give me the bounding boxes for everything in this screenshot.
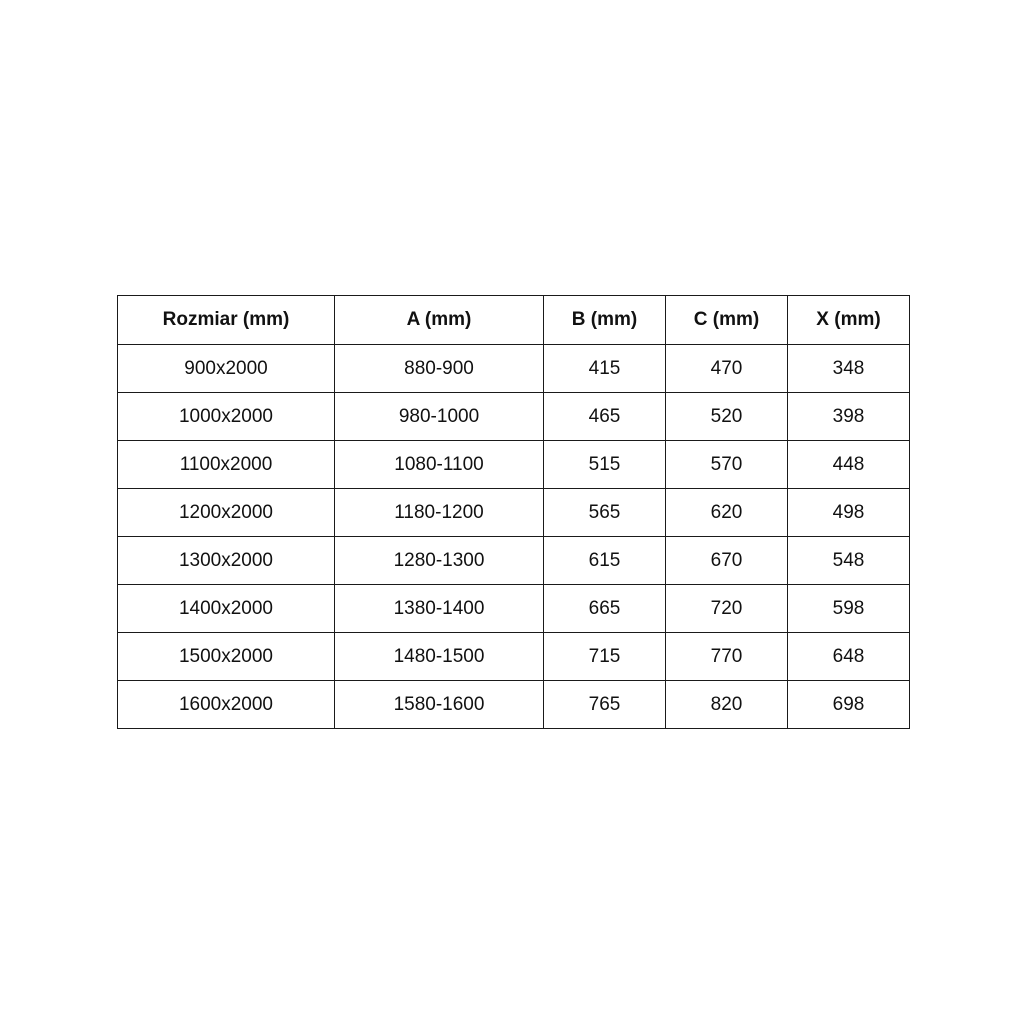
- table-row: 1500x2000 1480-1500 715 770 648: [117, 632, 910, 681]
- table-row: 900x2000 880-900 415 470 348: [117, 344, 910, 393]
- cell-size: 1300x2000: [117, 536, 335, 585]
- cell-b: 515: [543, 440, 666, 489]
- cell-c: 570: [665, 440, 788, 489]
- cell-a: 1580-1600: [334, 680, 544, 729]
- column-header-x: X (mm): [787, 295, 910, 345]
- cell-x: 698: [787, 680, 910, 729]
- cell-c: 720: [665, 584, 788, 633]
- cell-size: 1000x2000: [117, 392, 335, 441]
- cell-b: 615: [543, 536, 666, 585]
- cell-x: 598: [787, 584, 910, 633]
- cell-size: 1100x2000: [117, 440, 335, 489]
- cell-x: 648: [787, 632, 910, 681]
- table-row: 1300x2000 1280-1300 615 670 548: [117, 536, 910, 585]
- column-header-c: C (mm): [665, 295, 788, 345]
- cell-b: 765: [543, 680, 666, 729]
- cell-b: 665: [543, 584, 666, 633]
- cell-size: 1500x2000: [117, 632, 335, 681]
- cell-c: 820: [665, 680, 788, 729]
- cell-x: 498: [787, 488, 910, 537]
- cell-b: 715: [543, 632, 666, 681]
- table-row: 1600x2000 1580-1600 765 820 698: [117, 680, 910, 729]
- cell-x: 348: [787, 344, 910, 393]
- cell-x: 448: [787, 440, 910, 489]
- cell-c: 520: [665, 392, 788, 441]
- cell-size: 1400x2000: [117, 584, 335, 633]
- cell-c: 670: [665, 536, 788, 585]
- column-header-size: Rozmiar (mm): [117, 295, 335, 345]
- cell-c: 770: [665, 632, 788, 681]
- cell-a: 1480-1500: [334, 632, 544, 681]
- table-row: 1100x2000 1080-1100 515 570 448: [117, 440, 910, 489]
- table-row: 1000x2000 980-1000 465 520 398: [117, 392, 910, 441]
- cell-x: 398: [787, 392, 910, 441]
- cell-a: 880-900: [334, 344, 544, 393]
- cell-c: 470: [665, 344, 788, 393]
- table-row: 1200x2000 1180-1200 565 620 498: [117, 488, 910, 537]
- column-header-b: B (mm): [543, 295, 666, 345]
- cell-a: 1180-1200: [334, 488, 544, 537]
- cell-size: 900x2000: [117, 344, 335, 393]
- header-row: Rozmiar (mm) A (mm) B (mm) C (mm) X (mm): [117, 295, 910, 345]
- cell-b: 565: [543, 488, 666, 537]
- cell-size: 1200x2000: [117, 488, 335, 537]
- cell-b: 415: [543, 344, 666, 393]
- cell-size: 1600x2000: [117, 680, 335, 729]
- cell-b: 465: [543, 392, 666, 441]
- cell-x: 548: [787, 536, 910, 585]
- table-row: 1400x2000 1380-1400 665 720 598: [117, 584, 910, 633]
- cell-a: 1380-1400: [334, 584, 544, 633]
- dimensions-table: Rozmiar (mm) A (mm) B (mm) C (mm) X (mm) 900…: [117, 295, 910, 729]
- column-header-a: A (mm): [334, 295, 544, 345]
- cell-a: 1280-1300: [334, 536, 544, 585]
- cell-a: 980-1000: [334, 392, 544, 441]
- cell-a: 1080-1100: [334, 440, 544, 489]
- cell-c: 620: [665, 488, 788, 537]
